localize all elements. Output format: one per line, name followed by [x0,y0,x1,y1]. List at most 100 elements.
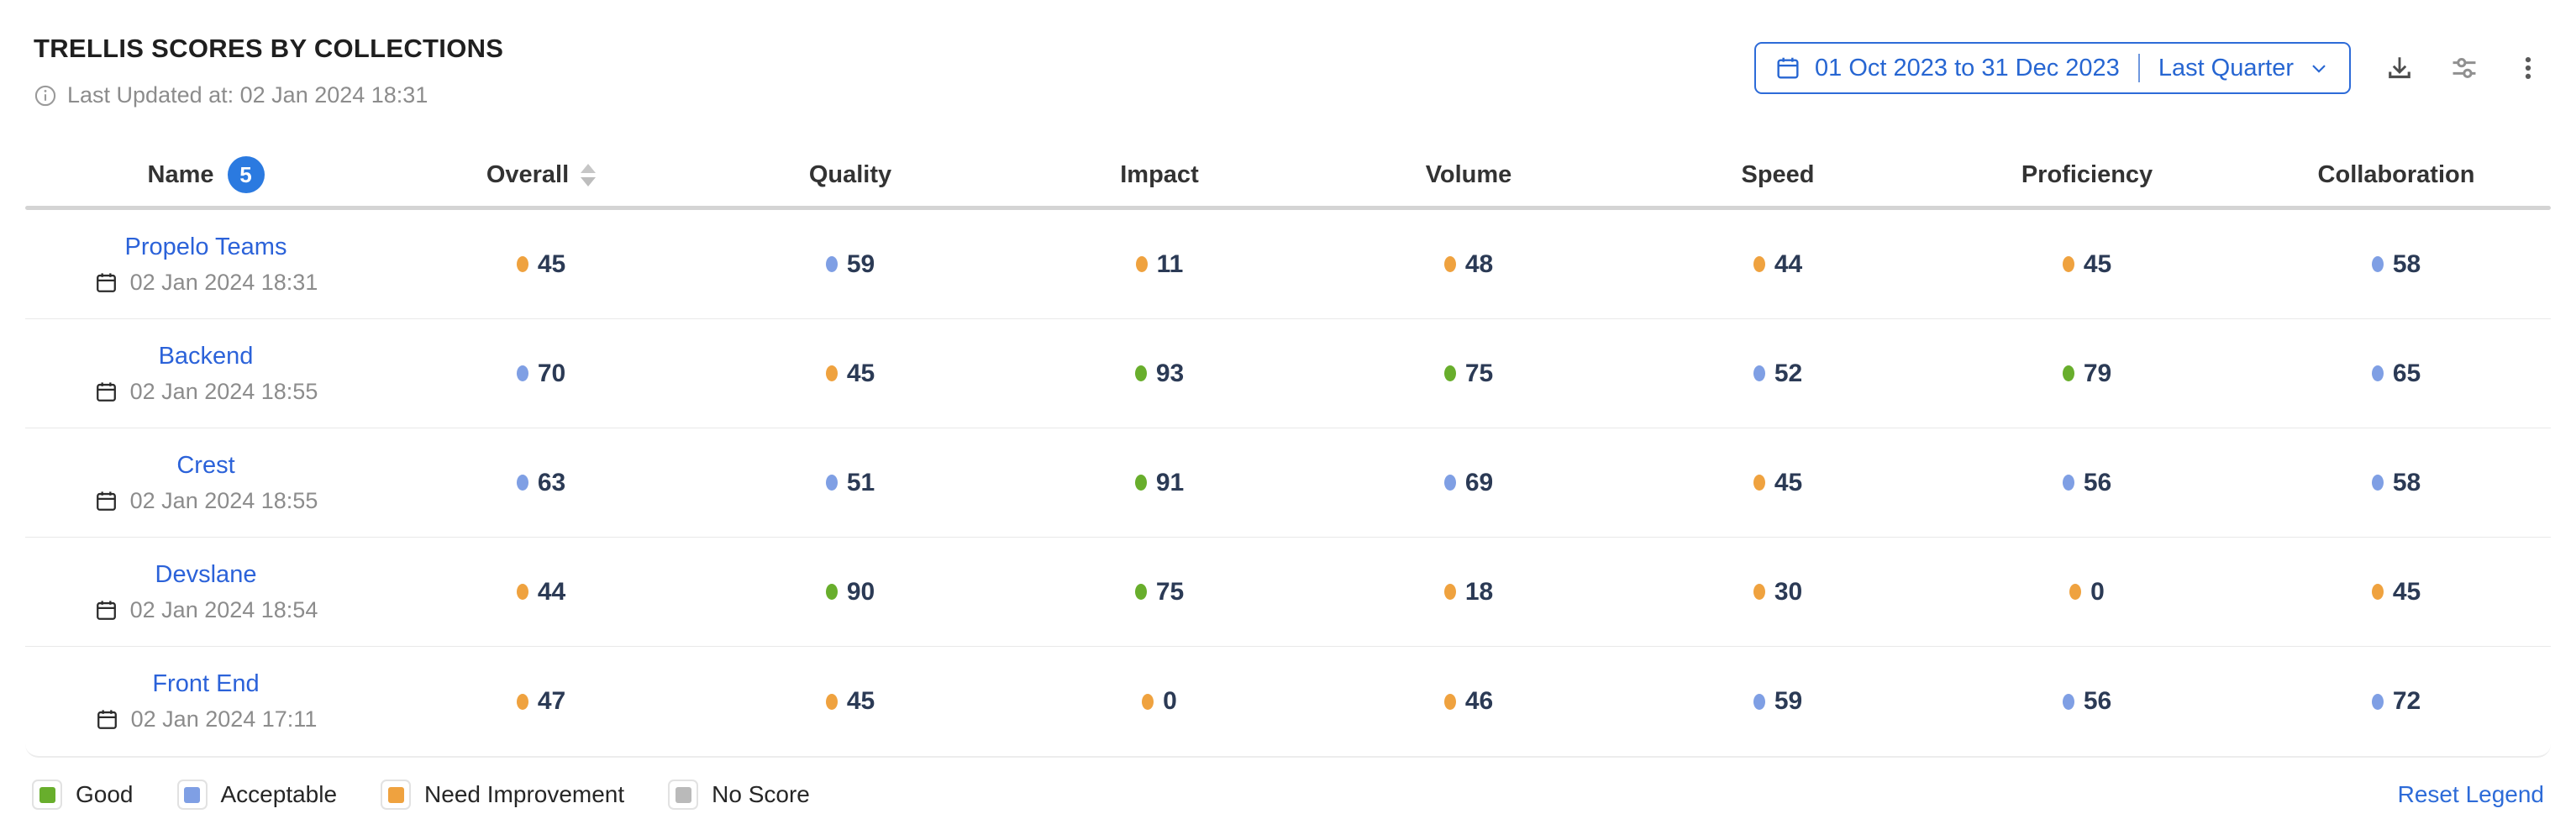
score-dot-orange [516,584,528,600]
score-cell-overall: 63 [386,428,696,537]
date-range-button[interactable]: 01 Oct 2023 to 31 Dec 2023 Last Quarter [1754,42,2351,94]
legend-item-orange[interactable]: Need Improvement [381,780,624,810]
reset-legend-link[interactable]: Reset Legend [2397,781,2544,807]
score-dot-orange [2069,584,2082,600]
score-cell-speed: 59 [1623,647,1932,756]
column-header-impact[interactable]: Impact [1005,161,1314,189]
score-dot-blue [825,475,838,491]
score-value: 51 [846,468,875,496]
score-dot-orange [516,693,528,710]
legend-item-gray[interactable]: No Score [668,780,810,810]
download-button[interactable] [2384,53,2415,83]
score-value: 90 [846,577,875,606]
legend-label: Acceptable [220,781,338,807]
column-header-label: Collaboration [2317,160,2475,188]
settings-button[interactable] [2448,52,2480,84]
collection-link[interactable]: Front End [152,670,260,697]
score-value: 0 [1163,687,1177,715]
score-cell-impact: 93 [1005,319,1314,428]
score-value: 75 [1155,577,1185,606]
column-header-label: Quality [808,160,892,188]
more-menu-button[interactable] [2514,54,2542,82]
score-dot-green [1134,584,1147,600]
score-value: 65 [2392,359,2421,387]
table-row: Propelo Teams 02 Jan 2024 18:31 45 59 11 48… [25,210,2551,319]
score-cell-proficiency: 45 [1932,210,2242,318]
score-dot-orange [1443,256,1456,272]
score-value: 52 [1774,359,1803,387]
legend-item-blue[interactable]: Acceptable [176,780,338,810]
score-value: 44 [537,577,566,606]
score-dot-orange [1135,256,1148,272]
column-header-volume[interactable]: Volume [1314,161,1623,189]
score-value: 18 [1464,577,1494,606]
collection-link[interactable]: Crest [176,451,235,479]
column-header-label: Impact [1120,160,1199,188]
collection-link[interactable]: Propelo Teams [124,233,287,260]
score-cell-volume: 48 [1314,210,1623,318]
score-dot-orange [516,256,528,272]
sort-icon[interactable] [581,163,597,186]
score-cell-impact: 0 [1005,647,1314,756]
date-preset-text: Last Quarter [2158,54,2294,81]
score-dot-orange [825,365,838,381]
score-cell-overall: 70 [386,319,696,428]
score-cell-speed: 45 [1623,428,1932,537]
collection-link[interactable]: Devslane [155,560,257,588]
score-value: 59 [1774,687,1803,715]
name-cell: Propelo Teams 02 Jan 2024 18:31 [25,210,386,318]
column-header-name: Name 5 [25,156,386,193]
score-value: 56 [2083,468,2112,496]
score-dot-blue [825,256,838,272]
calendar-icon [1777,57,1799,79]
sliders-icon [2452,58,2476,78]
column-header-collaboration[interactable]: Collaboration [2242,161,2551,189]
legend-item-green[interactable]: Good [32,780,134,810]
legend-swatch [675,786,691,803]
name-cell: Backend 02 Jan 2024 18:55 [25,319,386,428]
score-cell-volume: 18 [1314,538,1623,646]
score-cell-quality: 90 [696,538,1005,646]
score-value: 58 [2392,249,2421,278]
column-header-proficiency[interactable]: Proficiency [1932,161,2242,189]
score-cell-proficiency: 56 [1932,647,2242,756]
score-cell-volume: 69 [1314,428,1623,537]
info-icon[interactable] [34,84,57,108]
score-value: 45 [2392,577,2421,606]
column-header-overall[interactable]: Overall [386,161,696,189]
score-dot-blue [2371,475,2384,491]
collection-link[interactable]: Backend [158,342,254,370]
table-body: Propelo Teams 02 Jan 2024 18:31 45 59 11 48… [25,210,2551,758]
score-cell-overall: 47 [386,647,696,756]
table-row: Backend 02 Jan 2024 18:55 70 45 93 75 52 79 65 [25,319,2551,428]
score-dot-orange [825,693,838,710]
row-date-text: 02 Jan 2024 17:11 [130,706,318,732]
calendar-icon [96,272,116,292]
table-row: Devslane 02 Jan 2024 18:54 44 90 75 18 30 0 45 [25,538,2551,647]
calendar-icon [96,491,116,511]
column-header-quality[interactable]: Quality [696,161,1005,189]
score-cell-overall: 45 [386,210,696,318]
score-value: 93 [1155,359,1185,387]
score-cell-overall: 44 [386,538,696,646]
score-value: 79 [2083,359,2112,387]
caret-down-icon [581,176,597,186]
row-date: 02 Jan 2024 18:31 [94,270,318,296]
column-header-speed[interactable]: Speed [1623,161,1932,189]
column-header-label: Volume [1425,160,1512,188]
score-dot-orange [1753,256,1765,272]
score-dot-orange [1753,584,1765,600]
row-date-text: 02 Jan 2024 18:31 [129,269,318,295]
column-header-label: Speed [1741,160,1815,188]
score-dot-green [2062,365,2074,381]
download-icon [2389,57,2410,79]
score-value: 72 [2392,687,2421,715]
score-cell-speed: 52 [1623,319,1932,428]
score-value: 47 [537,687,566,715]
score-value: 56 [2083,687,2112,715]
score-value: 44 [1774,249,1803,278]
score-dot-blue [516,365,528,381]
score-cell-quality: 51 [696,428,1005,537]
score-dot-blue [1753,365,1765,381]
